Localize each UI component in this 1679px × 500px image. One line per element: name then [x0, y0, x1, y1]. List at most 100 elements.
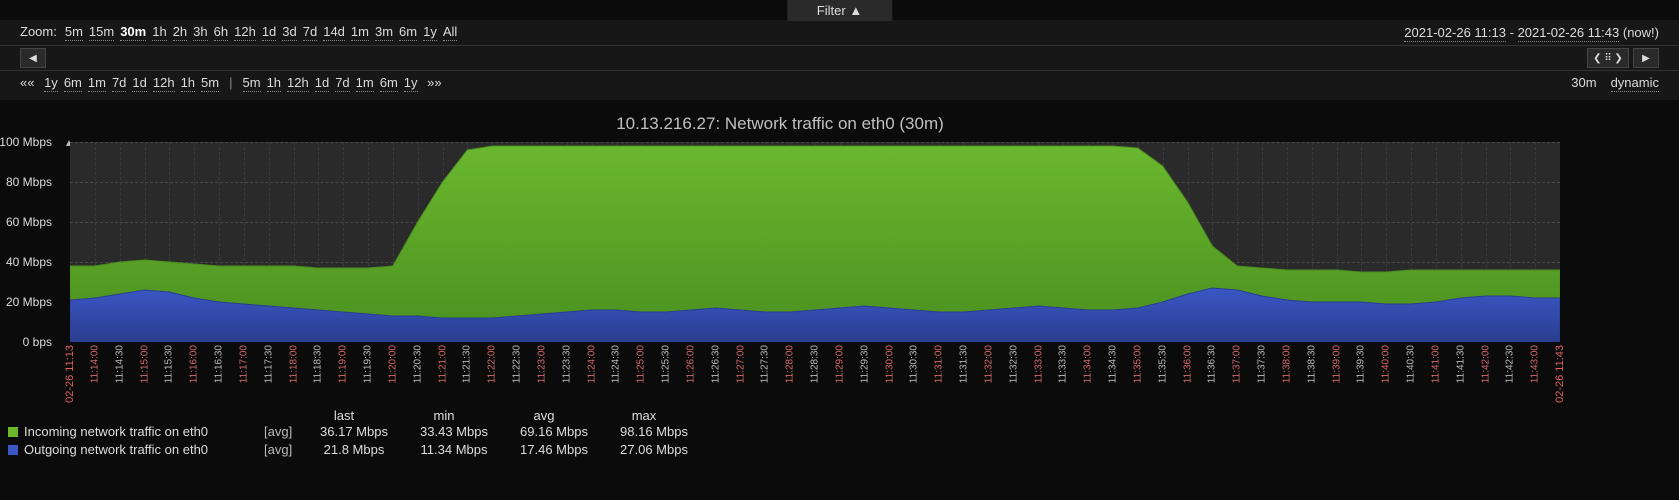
x-tick-label: 11:34:00 [1083, 345, 1094, 383]
zoom-option-30m[interactable]: 30m [120, 24, 146, 41]
x-tick-label: 11:28:00 [785, 345, 796, 383]
zoom-option-6h[interactable]: 6h [214, 24, 228, 41]
shift-back-6m[interactable]: 6m [64, 75, 82, 92]
nav-zoomout-button[interactable]: ❮ ⠿ ❯ [1587, 48, 1629, 68]
x-tick-label: 11:38:00 [1281, 345, 1292, 383]
x-tick-label: 11:34:30 [1108, 345, 1119, 383]
shift-fwd-1y[interactable]: 1y [404, 75, 418, 92]
legend-last: 36.17 Mbps [304, 423, 404, 441]
zoom-out-icon: ❮ ⠿ ❯ [1593, 53, 1623, 64]
chart-title: 10.13.216.27: Network traffic on eth0 (3… [0, 100, 1560, 142]
shift-back-12h[interactable]: 12h [153, 75, 175, 92]
nav-left: ◀ [20, 48, 46, 68]
legend-swatch-icon [8, 445, 18, 455]
x-tick-label: 11:33:30 [1058, 345, 1069, 383]
legend-max: 27.06 Mbps [604, 441, 704, 459]
zoom-option-2h[interactable]: 2h [173, 24, 187, 41]
shift-back-7d[interactable]: 7d [112, 75, 126, 92]
legend: lastminavgmax Incoming network traffic o… [0, 402, 1560, 469]
legend-header-max: max [594, 408, 694, 423]
x-tick-label: 11:24:00 [586, 345, 597, 383]
x-axis-labels: 02-26 11:1311:14:0011:14:3011:15:0011:15… [70, 342, 1560, 402]
zoom-option-3h[interactable]: 3h [193, 24, 207, 41]
x-tick-label: 11:25:00 [636, 345, 647, 383]
x-tick-label: 11:17:30 [263, 345, 274, 383]
nav-forward-button[interactable]: ▶ [1633, 48, 1659, 68]
legend-row-incoming[interactable]: Incoming network traffic on eth0[avg]36.… [8, 423, 1560, 441]
zoom-option-7d[interactable]: 7d [303, 24, 317, 41]
zoom-option-3m[interactable]: 3m [375, 24, 393, 41]
zoom-bar: Zoom: 5m15m30m1h2h3h6h12h1d3d7d14d1m3m6m… [0, 20, 1679, 46]
plot[interactable] [70, 142, 1560, 342]
x-tick-label: 11:24:30 [611, 345, 622, 383]
shift-back-1y[interactable]: 1y [44, 75, 58, 92]
zoom-option-1d[interactable]: 1d [262, 24, 276, 41]
x-tick-label: 11:35:00 [1132, 345, 1143, 383]
x-tick-label: 11:21:30 [462, 345, 473, 383]
x-tick-label: 11:27:00 [735, 345, 746, 383]
x-tick-label: 11:29:00 [834, 345, 845, 383]
shift-left-prefix: «« [20, 75, 38, 90]
x-tick-label: 02-26 11:13 [64, 345, 76, 403]
shift-back-1m[interactable]: 1m [88, 75, 106, 92]
x-tick-label: 11:37:30 [1257, 345, 1268, 383]
shift-back-5m[interactable]: 5m [201, 75, 219, 92]
x-tick-label: 11:31:30 [959, 345, 970, 383]
shift-fwd-1m[interactable]: 1m [356, 75, 374, 92]
time-to[interactable]: 2021-02-26 11:43 [1518, 25, 1620, 42]
legend-avg: 17.46 Mbps [504, 441, 604, 459]
x-tick-label: 11:22:00 [487, 345, 498, 383]
x-tick-label: 11:40:00 [1381, 345, 1392, 383]
x-tick-label: 11:22:30 [512, 345, 523, 383]
x-tick-label: 11:14:30 [114, 345, 125, 383]
view-mode-toggle[interactable]: dynamic [1611, 75, 1659, 92]
legend-avg: 69.16 Mbps [504, 423, 604, 441]
nav-back-button[interactable]: ◀ [20, 48, 46, 68]
shift-fwd-1h[interactable]: 1h [267, 75, 281, 92]
nav-bar: ◀ ❮ ⠿ ❯ ▶ [0, 46, 1679, 71]
x-tick-label: 11:19:00 [338, 345, 349, 383]
zoom-option-5m[interactable]: 5m [65, 24, 83, 41]
x-tick-label: 11:35:30 [1157, 345, 1168, 383]
shift-fwd-5m[interactable]: 5m [243, 75, 261, 92]
shift-fwd-12h[interactable]: 12h [287, 75, 309, 92]
zoom-option-1h[interactable]: 1h [152, 24, 166, 41]
x-tick-label: 11:21:00 [437, 345, 448, 383]
zoom-option-6m[interactable]: 6m [399, 24, 417, 41]
shift-back-1h[interactable]: 1h [181, 75, 195, 92]
zoom-option-1y[interactable]: 1y [423, 24, 437, 41]
time-from[interactable]: 2021-02-26 11:13 [1404, 25, 1506, 42]
time-now-suffix: (now!) [1623, 25, 1659, 40]
x-tick-label: 11:37:00 [1232, 345, 1243, 383]
x-tick-label: 11:17:00 [238, 345, 249, 383]
x-tick-label: 11:20:30 [412, 345, 423, 383]
filter-arrow-icon: ▲ [849, 3, 862, 18]
zoom-option-12h[interactable]: 12h [234, 24, 256, 41]
shift-fwd-1d[interactable]: 1d [315, 75, 329, 92]
legend-header-last: last [294, 408, 394, 423]
x-tick-label: 11:14:00 [89, 345, 100, 383]
zoom-option-3d[interactable]: 3d [282, 24, 296, 41]
x-tick-label: 11:18:00 [288, 345, 299, 383]
y-tick-label: 60 Mbps [6, 215, 52, 229]
zoom-option-1m[interactable]: 1m [351, 24, 369, 41]
x-tick-label: 11:38:30 [1306, 345, 1317, 383]
zoom-option-All[interactable]: All [443, 24, 457, 41]
legend-header-min: min [394, 408, 494, 423]
filter-toggle[interactable]: Filter ▲ [787, 0, 892, 21]
zoom-option-15m[interactable]: 15m [89, 24, 114, 41]
legend-row-outgoing[interactable]: Outgoing network traffic on eth0[avg]21.… [8, 441, 1560, 459]
x-tick-label: 11:39:00 [1331, 345, 1342, 383]
x-tick-label: 11:30:30 [909, 345, 920, 383]
y-tick-label: 0 bps [23, 335, 52, 349]
x-tick-label: 11:27:30 [760, 345, 771, 383]
legend-agg: [avg] [264, 423, 304, 441]
x-tick-label: 11:23:30 [561, 345, 572, 383]
shift-back-1d[interactable]: 1d [132, 75, 146, 92]
shift-fwd-7d[interactable]: 7d [335, 75, 349, 92]
zoom-option-14d[interactable]: 14d [323, 24, 345, 41]
x-tick-label: 11:19:30 [363, 345, 374, 383]
x-tick-label: 11:30:00 [884, 345, 895, 383]
x-tick-label: 11:41:00 [1430, 345, 1441, 383]
shift-fwd-6m[interactable]: 6m [380, 75, 398, 92]
